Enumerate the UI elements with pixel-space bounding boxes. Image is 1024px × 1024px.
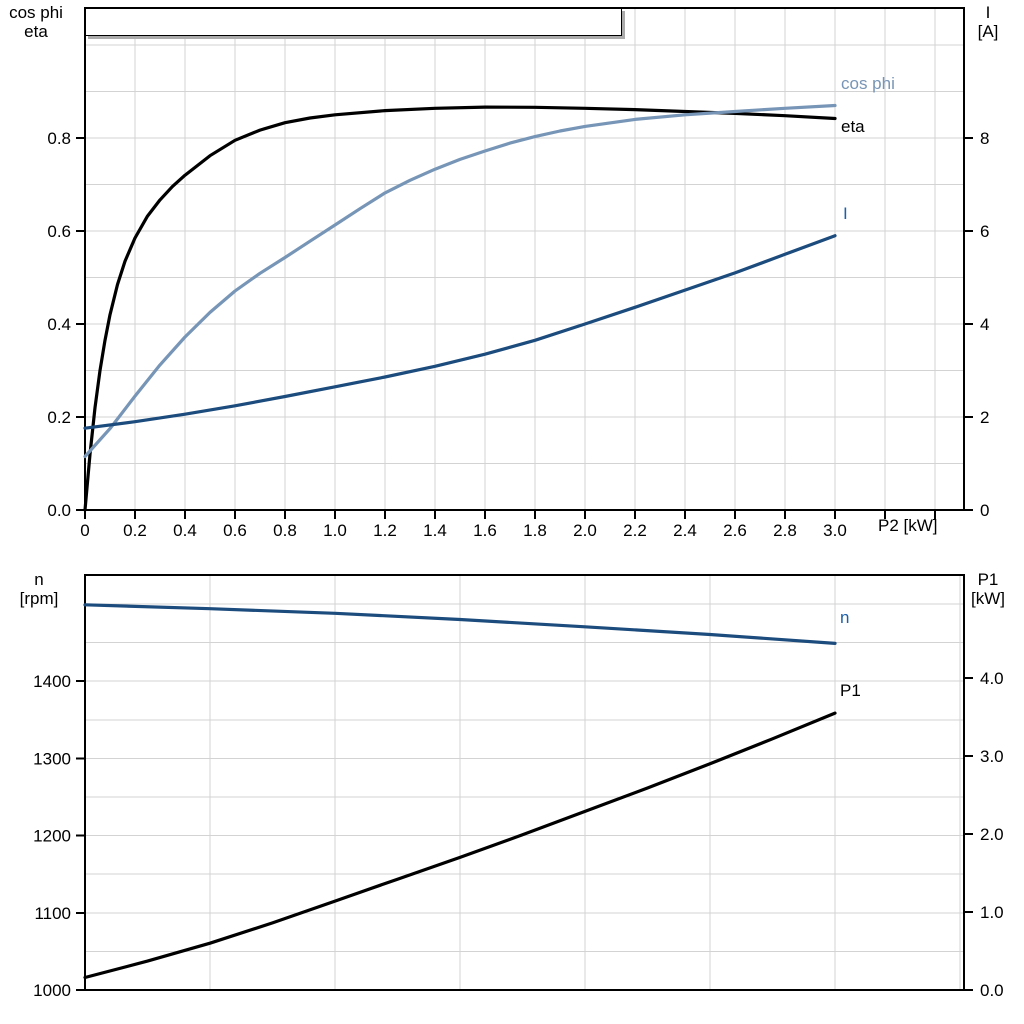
current-curve	[83, 234, 837, 430]
tick-label: 0	[980, 501, 989, 520]
tick-label: 0.2	[123, 521, 147, 540]
tick-label: 1.8	[523, 521, 547, 540]
curve-label-eta: eta	[841, 117, 865, 136]
x-axis-title: P2 [kW]	[878, 516, 938, 535]
tick-label: 1.0	[323, 521, 347, 540]
axis-title-current-unit: [A]	[977, 22, 999, 41]
input-power-curve	[83, 711, 837, 980]
tick-label: 0.8	[273, 521, 297, 540]
tick-label: 1400	[33, 672, 71, 691]
top-right-axis-title: I [A]	[960, 3, 1016, 41]
tick-label: 3.0	[823, 521, 847, 540]
tick-label: 2.0	[573, 521, 597, 540]
tick-label: 1000	[33, 981, 71, 1000]
tick-label: 4	[980, 315, 989, 334]
tick-label: 2.2	[623, 521, 647, 540]
axis-title-speed: n	[34, 570, 44, 589]
tick-label: 2.4	[673, 521, 697, 540]
tick-label: 0.4	[173, 521, 197, 540]
axis-title-input-power-unit: [kW]	[971, 589, 1005, 608]
tick-label: 1.4	[423, 521, 447, 540]
tick-label: 0.4	[47, 315, 71, 334]
tick-label: 1.2	[373, 521, 397, 540]
curve-label-cos-phi: cos phi	[841, 74, 895, 93]
plot-frame	[84, 7, 965, 511]
bottom-panel: 1000 1100 1200 1300 1400 0.0 1.0 2.0 3.0 4.0	[33, 574, 1004, 1000]
tick-label: 1100	[34, 904, 71, 923]
tick-label: 2.6	[723, 521, 747, 540]
tick-label: 1300	[33, 749, 71, 768]
tick-label: 1.6	[473, 521, 497, 540]
tick-label: 0	[80, 521, 89, 540]
axis-title-speed-unit: [rpm]	[19, 589, 59, 608]
axis-title-eta: eta	[24, 22, 48, 41]
tick-label: 0.0	[47, 501, 71, 520]
tick-label: 2.0	[980, 825, 1004, 844]
curve-label-current: I	[843, 204, 848, 223]
tick-label: 2	[980, 408, 989, 427]
tick-label: 6	[980, 222, 989, 241]
tick-label: 0.8	[47, 129, 71, 148]
eta-curve	[83, 105, 837, 512]
axis-title-input-power: P1	[977, 570, 999, 589]
top-left-axis-title: cos phi eta	[0, 3, 72, 41]
axis-title-current: I	[985, 3, 991, 22]
cos-phi-curve	[83, 103, 837, 459]
tick-label: 3.0	[980, 747, 1004, 766]
chart-title-box: TP125-60/4 + INNOMOTICS 2.2 kW 3*400 V, …	[85, 8, 622, 36]
axis-title-cos-phi: cos phi	[9, 3, 63, 22]
bottom-left-axis-title: n [rpm]	[1, 570, 77, 608]
tick-label: 4.0	[980, 669, 1004, 688]
tick-label: 0.6	[223, 521, 247, 540]
tick-label: 2.8	[773, 521, 797, 540]
tick-label: 0.2	[47, 408, 71, 427]
speed-curve	[83, 603, 837, 646]
plot-frame	[84, 574, 965, 991]
tick-label: 8	[980, 129, 989, 148]
tick-label: 0.6	[47, 222, 71, 241]
top-panel: 0 0.2 0.4 0.6 0.8 1.0 1.2 1.4 1.6 1.8 2.0 2.2 2.4 2.6…	[47, 7, 989, 540]
tick-label: 1.0	[980, 903, 1004, 922]
tick-label: 1200	[33, 827, 71, 846]
bottom-right-axis-title: P1 [kW]	[958, 570, 1018, 608]
curve-label-input-power: P1	[840, 681, 861, 700]
tick-label: 0.0	[980, 981, 1004, 1000]
curve-label-speed: n	[840, 608, 850, 627]
